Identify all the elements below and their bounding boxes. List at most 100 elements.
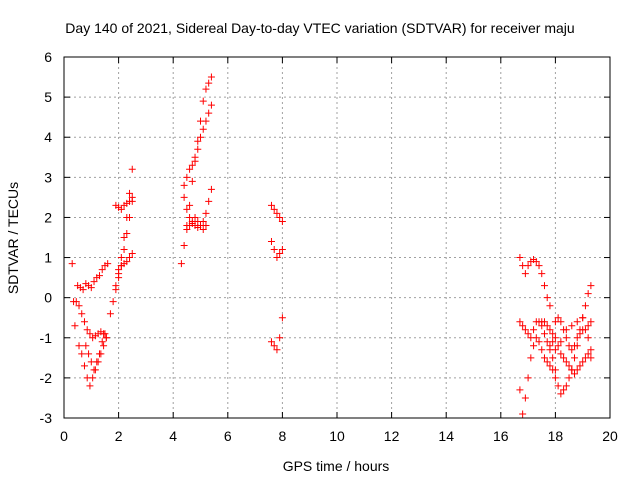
y-tick-label: 1 [44, 250, 52, 266]
y-tick-label: 4 [44, 129, 52, 145]
data-point [587, 318, 595, 326]
data-point [568, 322, 576, 330]
data-point [521, 394, 529, 402]
data-point [106, 310, 114, 318]
data-point [205, 79, 213, 87]
series-track-q [516, 254, 554, 310]
data-point [183, 173, 191, 181]
data-point [98, 338, 106, 346]
data-point [551, 346, 559, 354]
data-point [557, 338, 565, 346]
data-point [516, 254, 524, 262]
data-point [546, 326, 554, 334]
data-point [183, 225, 191, 233]
data-point [516, 318, 524, 326]
series-track-v [551, 314, 595, 362]
data-point [120, 234, 128, 241]
data-point [98, 266, 106, 274]
data-point [191, 213, 199, 221]
data-point [571, 370, 579, 378]
data-point [557, 318, 565, 326]
data-point [86, 330, 94, 338]
data-point [267, 338, 275, 346]
data-point [78, 350, 86, 358]
data-point [83, 326, 91, 334]
data-point [540, 282, 548, 290]
series-track-j [177, 73, 215, 268]
data-point [194, 217, 202, 225]
data-point [102, 334, 110, 342]
data-point [278, 217, 286, 225]
data-point [579, 358, 587, 366]
data-point [573, 366, 581, 374]
x-tick-label: 6 [224, 428, 232, 444]
series-track-g [112, 165, 136, 290]
data-point [197, 133, 204, 141]
data-point [273, 254, 281, 262]
data-point [123, 258, 131, 266]
data-point [183, 205, 191, 213]
data-point [128, 250, 136, 258]
series-track-c [72, 298, 110, 342]
data-point [584, 322, 592, 330]
data-point [126, 189, 134, 197]
data-point [112, 282, 120, 290]
data-point [123, 213, 131, 221]
data-point [519, 322, 527, 330]
data-point [587, 282, 595, 290]
x-tick-label: 14 [438, 428, 454, 444]
series-track-o [267, 238, 286, 262]
x-tick-label: 2 [115, 428, 123, 444]
data-point [180, 193, 188, 201]
data-point [100, 342, 108, 350]
series-track-k [180, 101, 215, 189]
y-tick-label: 5 [44, 89, 52, 105]
data-point [128, 193, 136, 201]
data-point [543, 294, 551, 302]
data-point [126, 254, 134, 262]
data-point [186, 165, 194, 173]
data-point [276, 213, 284, 221]
data-point [123, 229, 131, 237]
data-point [278, 314, 286, 322]
data-point [554, 382, 562, 390]
data-point [543, 322, 551, 330]
data-point [95, 350, 103, 358]
data-point [538, 270, 546, 278]
data-point [86, 382, 94, 390]
data-point [584, 350, 592, 358]
x-tick-label: 18 [548, 428, 564, 444]
data-point [205, 197, 213, 205]
y-tick-label: 6 [44, 49, 52, 65]
data-point [540, 354, 548, 362]
data-point [565, 374, 573, 382]
data-point [524, 330, 532, 338]
data-point [177, 260, 185, 268]
x-tick-label: 12 [384, 428, 400, 444]
data-point [524, 374, 532, 382]
data-point [557, 350, 565, 358]
data-point [207, 101, 215, 109]
data-points [68, 73, 595, 418]
data-point [546, 302, 554, 310]
data-point [560, 354, 568, 362]
data-point [571, 354, 579, 362]
data-point [546, 342, 554, 350]
data-point [546, 362, 554, 370]
data-point [540, 330, 548, 338]
data-point [72, 298, 80, 306]
data-point [188, 161, 196, 169]
data-point [75, 302, 83, 310]
data-point [90, 366, 98, 374]
data-point [202, 85, 210, 93]
y-tick-label: 3 [44, 169, 52, 185]
series-track-t [538, 314, 595, 354]
data-point [530, 342, 538, 350]
data-point [554, 342, 562, 350]
data-point [71, 322, 79, 330]
data-point [101, 330, 109, 338]
y-tick-label: -3 [40, 410, 53, 426]
data-point [117, 254, 125, 262]
data-point [535, 262, 543, 270]
data-point [584, 290, 592, 298]
